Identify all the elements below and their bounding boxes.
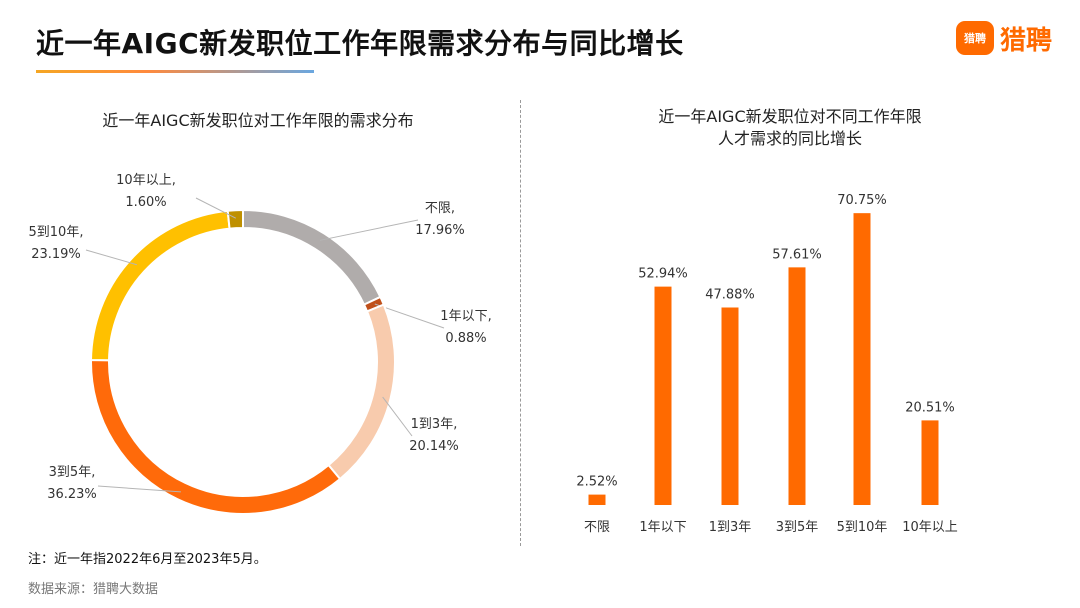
logo-text: 猎聘 bbox=[1000, 25, 1053, 56]
bar-value-label-2: 52.94% bbox=[638, 267, 688, 282]
bar-value-label-6: 20.51% bbox=[905, 400, 955, 415]
donut-slice-name-6: 10年以上, bbox=[116, 173, 176, 188]
donut-slice-label-5: 23.19% bbox=[31, 247, 81, 262]
logo-badge: 猎聘 bbox=[956, 21, 994, 55]
donut-slice-name-4: 3到5年, bbox=[49, 465, 96, 480]
bar-chart-title-line-2: 人才需求的同比增长 bbox=[717, 129, 862, 148]
donut-slice-label-4: 36.23% bbox=[47, 487, 97, 502]
donut-slice-name-1: 不限, bbox=[425, 201, 455, 216]
page-title: 近一年AIGC新发职位工作年限需求分布与同比增长 bbox=[36, 27, 684, 60]
bar-value-label-5: 70.75% bbox=[837, 193, 887, 208]
bar-category-label-4: 3到5年 bbox=[776, 520, 819, 535]
title-underline bbox=[36, 70, 314, 73]
donut-slice-1 bbox=[242, 208, 382, 306]
bar-chart-title: 近一年AIGC新发职位对不同工作年限 人才需求的同比增长 bbox=[600, 106, 980, 150]
donut-slice-6 bbox=[226, 208, 244, 230]
bar-value-label-3: 47.88% bbox=[705, 287, 755, 302]
donut-slice-name-2: 1年以下, bbox=[440, 309, 491, 324]
bar-4 bbox=[788, 267, 806, 505]
donut-leader-line-6 bbox=[195, 197, 236, 219]
donut-slice-5 bbox=[89, 209, 231, 362]
donut-leader-line-3 bbox=[382, 396, 413, 437]
donut-slice-name-5: 5到10年, bbox=[29, 225, 84, 240]
bar-category-label-6: 10年以上 bbox=[902, 520, 958, 535]
donut-slice-4 bbox=[90, 358, 342, 515]
donut-slice-label-1: 17.96% bbox=[415, 223, 465, 238]
donut-leader-line-2 bbox=[374, 303, 445, 329]
donut-chart-title: 近一年AIGC新发职位对工作年限的需求分布 bbox=[102, 111, 414, 130]
footnote: 注：近一年指2022年6月至2023年5月。 bbox=[28, 552, 267, 567]
donut-slice-name-3: 1到3年, bbox=[411, 417, 458, 432]
bar-2 bbox=[654, 286, 672, 505]
bar-chart-title-line-1: 近一年AIGC新发职位对不同工作年限 bbox=[658, 107, 922, 126]
bar-category-label-5: 5到10年 bbox=[837, 520, 888, 535]
donut-leader-line-5 bbox=[85, 249, 137, 266]
donut-leader-line-4 bbox=[97, 485, 181, 493]
bar-1 bbox=[588, 494, 606, 505]
bar-value-label-1: 2.52% bbox=[576, 475, 617, 490]
data-source: 数据来源：猎聘大数据 bbox=[28, 582, 159, 597]
donut-leader-line-1 bbox=[319, 219, 419, 241]
bar-3 bbox=[721, 307, 739, 505]
bar-value-label-4: 57.61% bbox=[772, 247, 822, 262]
bar-category-label-1: 不限 bbox=[584, 520, 610, 535]
donut-slice-label-2: 0.88% bbox=[445, 331, 486, 346]
bar-category-label-3: 1到3年 bbox=[709, 520, 752, 535]
donut-slice-label-3: 20.14% bbox=[409, 439, 459, 454]
bar-category-label-2: 1年以下 bbox=[639, 520, 686, 535]
bar-6 bbox=[921, 420, 939, 505]
chart-divider bbox=[520, 100, 521, 546]
donut-slice-3 bbox=[327, 303, 396, 481]
liepin-logo: 猎聘 猎聘 bbox=[956, 18, 1052, 58]
bar-5 bbox=[853, 213, 871, 505]
donut-slice-label-6: 1.60% bbox=[125, 195, 166, 210]
